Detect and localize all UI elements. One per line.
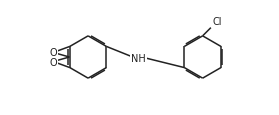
- Text: Cl: Cl: [212, 17, 222, 27]
- Text: O: O: [49, 48, 57, 58]
- Text: NH: NH: [131, 53, 146, 63]
- Text: O: O: [49, 57, 57, 67]
